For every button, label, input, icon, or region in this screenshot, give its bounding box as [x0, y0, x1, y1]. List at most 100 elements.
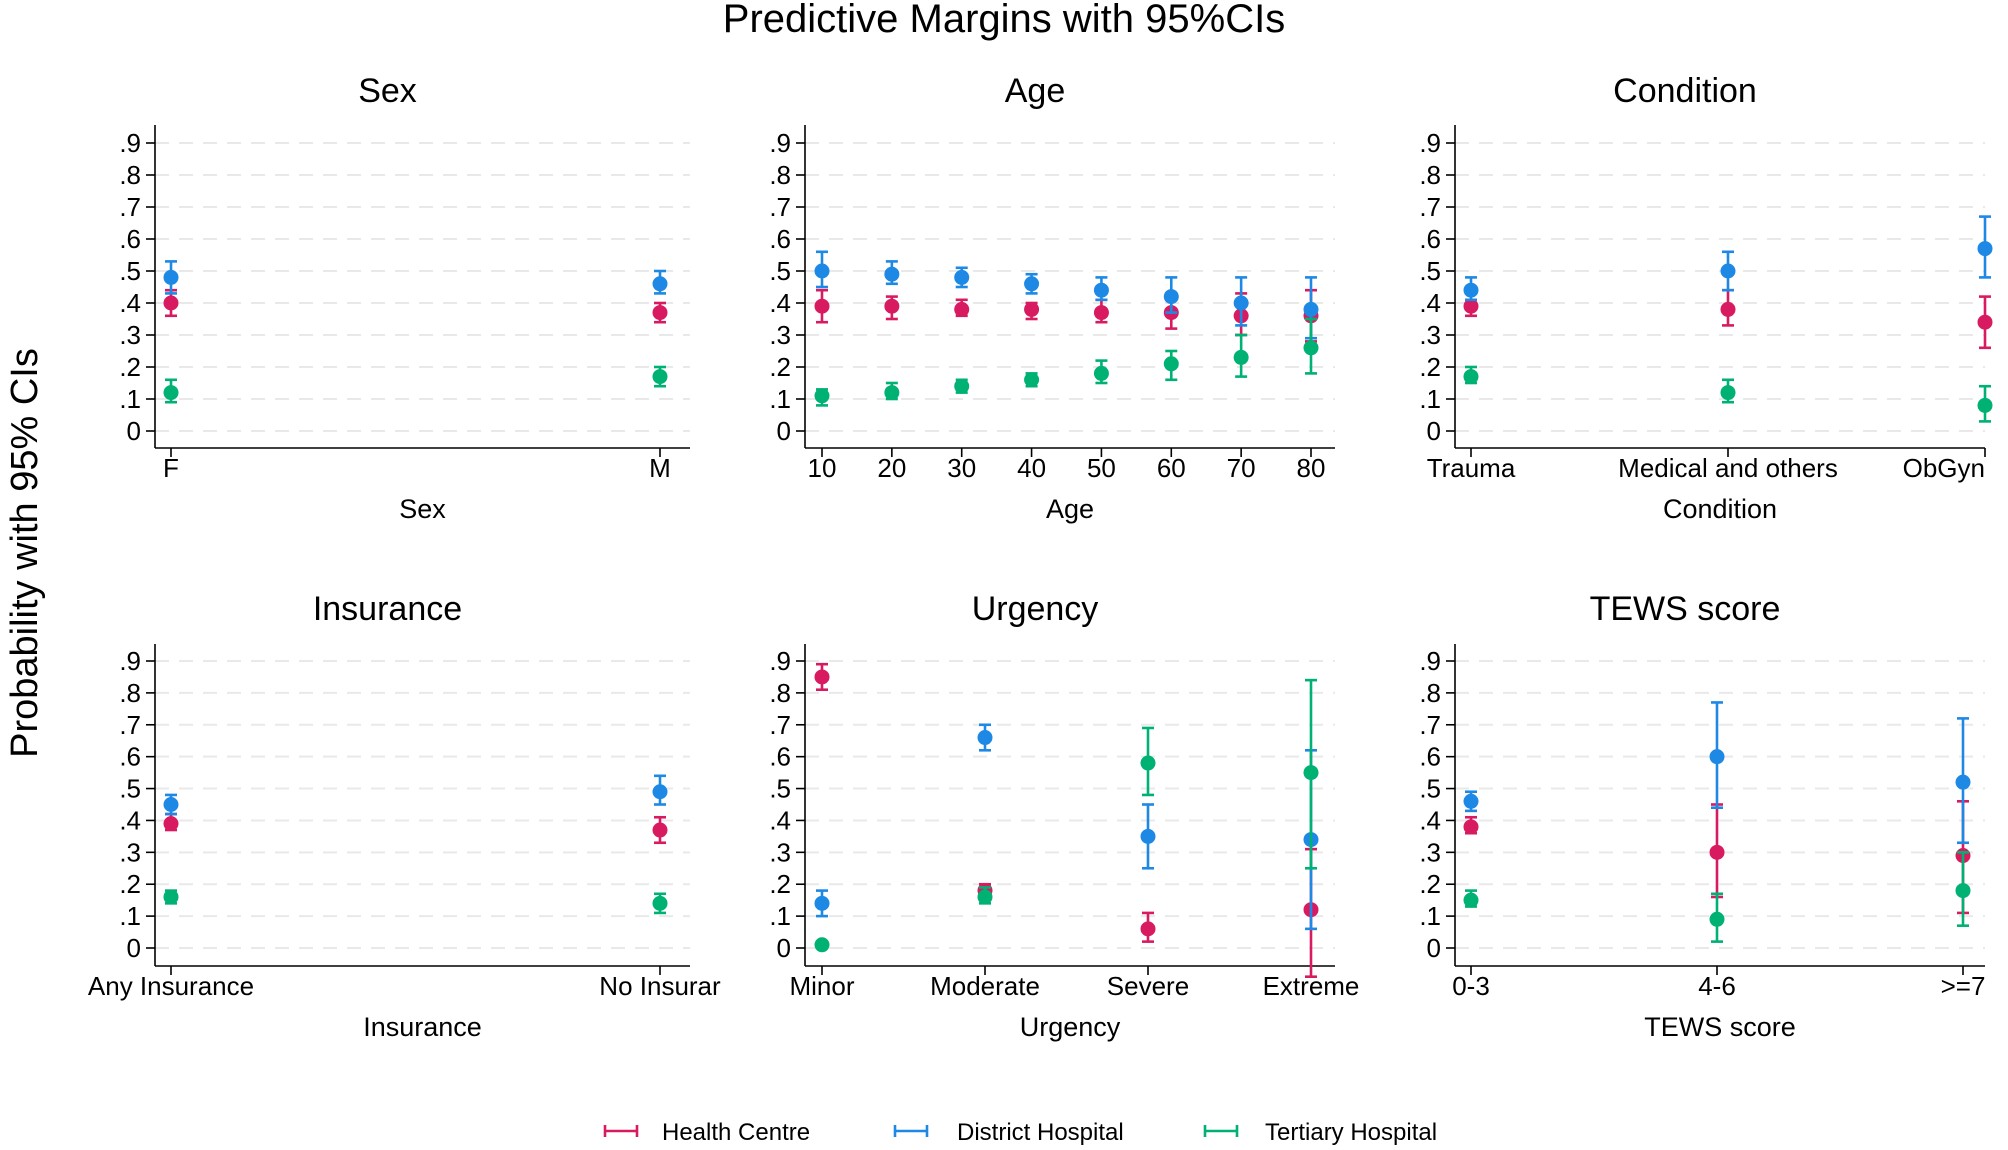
- data-point: [163, 295, 179, 311]
- data-point: [1463, 793, 1479, 809]
- y-tick-label: .3: [769, 837, 791, 867]
- x-tick-label: 20: [877, 453, 906, 483]
- data-point: [1463, 282, 1479, 298]
- panel-sex: Sex 0.1.2.3.4.5.6.7.8.9 F M Sex: [119, 72, 690, 524]
- x-tick-label: 10: [808, 453, 837, 483]
- y-tick-label: 0: [1427, 933, 1441, 963]
- y-tick-label: .8: [1419, 160, 1441, 190]
- y-tick-label: .1: [769, 901, 791, 931]
- x-tick-label: Any Insurance: [88, 971, 254, 1001]
- data-point: [1720, 301, 1736, 317]
- y-tick-label: .1: [769, 384, 791, 414]
- y-tick-label: .6: [769, 742, 791, 772]
- panel-title: Insurance: [313, 590, 462, 628]
- y-tick-label: .2: [119, 869, 141, 899]
- x-tick-label: 40: [1017, 453, 1046, 483]
- x-axis-label: Age: [1046, 494, 1094, 524]
- y-tick-label: .4: [119, 805, 141, 835]
- panel-tews-score: TEWS score 0.1.2.3.4.5.6.7.8.9 0-3 4-6 >=7 TE…: [1419, 590, 1985, 1042]
- series-district-hospital: [163, 774, 668, 816]
- data-point: [1303, 765, 1319, 781]
- legend-label: District Hospital: [957, 1119, 1124, 1146]
- y-tick-label: .4: [1419, 288, 1441, 318]
- y-tick-label: .9: [1419, 646, 1441, 676]
- data-point: [977, 889, 993, 905]
- data-point: [652, 784, 668, 800]
- data-point: [1955, 774, 1971, 790]
- y-tick-label: .8: [1419, 678, 1441, 708]
- y-tick-label: .2: [769, 869, 791, 899]
- y-tick-label: 0: [127, 416, 141, 446]
- series-health-centre: [163, 288, 668, 324]
- x-tick-label: Severe: [1107, 971, 1189, 1001]
- data-point: [1140, 755, 1156, 771]
- y-tick-label: .6: [1419, 224, 1441, 254]
- data-point: [884, 298, 900, 314]
- y-tick-label: 0: [777, 416, 791, 446]
- data-point: [954, 301, 970, 317]
- y-tick-label: .3: [119, 320, 141, 350]
- series-district-hospital: [1463, 215, 1993, 302]
- data-point: [977, 730, 993, 746]
- panel-urgency: Urgency 0.1.2.3.4.5.6.7.8.9 Minor Moderate S…: [769, 590, 1359, 1042]
- x-axis-label: TEWS score: [1644, 1012, 1796, 1042]
- y-tick-label: .6: [1419, 742, 1441, 772]
- data-point: [1233, 349, 1249, 365]
- y-tick-label: .2: [769, 352, 791, 382]
- data-point: [163, 816, 179, 832]
- x-tick-label: 4-6: [1698, 971, 1736, 1001]
- legend-item: Tertiary Hospital: [1203, 1119, 1437, 1146]
- figure-title: Predictive Margins with 95%CIs: [723, 0, 1285, 41]
- x-tick-label: 0-3: [1452, 971, 1490, 1001]
- y-tick-label: 0: [1427, 416, 1441, 446]
- data-point: [1463, 298, 1479, 314]
- panel-title: Age: [1005, 72, 1066, 110]
- data-point: [814, 895, 830, 911]
- data-point: [814, 388, 830, 404]
- x-axis-label: Urgency: [1020, 1012, 1121, 1042]
- y-tick-label: .1: [119, 384, 141, 414]
- series-tertiary-hospital: [814, 317, 1319, 407]
- y-tick-label: .5: [119, 256, 141, 286]
- y-tick-label: .3: [119, 837, 141, 867]
- data-point: [163, 269, 179, 285]
- y-tick-label: .6: [119, 224, 141, 254]
- data-point: [652, 305, 668, 321]
- data-point: [652, 276, 668, 292]
- x-tick-label: >=7: [1941, 971, 1986, 1001]
- y-tick-label: .7: [769, 192, 791, 222]
- y-tick-label: .7: [119, 192, 141, 222]
- data-point: [814, 298, 830, 314]
- data-point: [1463, 892, 1479, 908]
- data-point: [1233, 295, 1249, 311]
- y-tick-label: .5: [769, 256, 791, 286]
- x-tick-label: Trauma: [1427, 453, 1516, 483]
- data-point: [884, 266, 900, 282]
- data-point: [1303, 301, 1319, 317]
- series-tertiary-hospital: [814, 678, 1319, 953]
- data-point: [1720, 385, 1736, 401]
- data-point: [1709, 844, 1725, 860]
- y-tick-label: .9: [119, 646, 141, 676]
- data-point: [1463, 369, 1479, 385]
- data-point: [1977, 397, 1993, 413]
- x-tick-label: 60: [1157, 453, 1186, 483]
- y-tick-label: .3: [1419, 837, 1441, 867]
- data-point: [1977, 314, 1993, 330]
- data-point: [1463, 819, 1479, 835]
- data-point: [1140, 921, 1156, 937]
- x-axis-label: Sex: [399, 494, 446, 524]
- y-tick-label: .2: [1419, 869, 1441, 899]
- data-point: [1140, 828, 1156, 844]
- series-tertiary-hospital: [1463, 365, 1993, 423]
- y-tick-label: .7: [1419, 192, 1441, 222]
- panel-age: Age 0.1.2.3.4.5.6.7.8.9 10 20 30 40 50 60 70 80 Ag…: [769, 72, 1335, 524]
- x-tick-label: M: [649, 453, 671, 483]
- x-tick-label: 70: [1227, 453, 1256, 483]
- y-tick-label: .2: [119, 352, 141, 382]
- y-tick-label: .8: [119, 678, 141, 708]
- x-tick-label: F: [163, 453, 179, 483]
- y-tick-label: .2: [1419, 352, 1441, 382]
- y-tick-label: .4: [1419, 805, 1441, 835]
